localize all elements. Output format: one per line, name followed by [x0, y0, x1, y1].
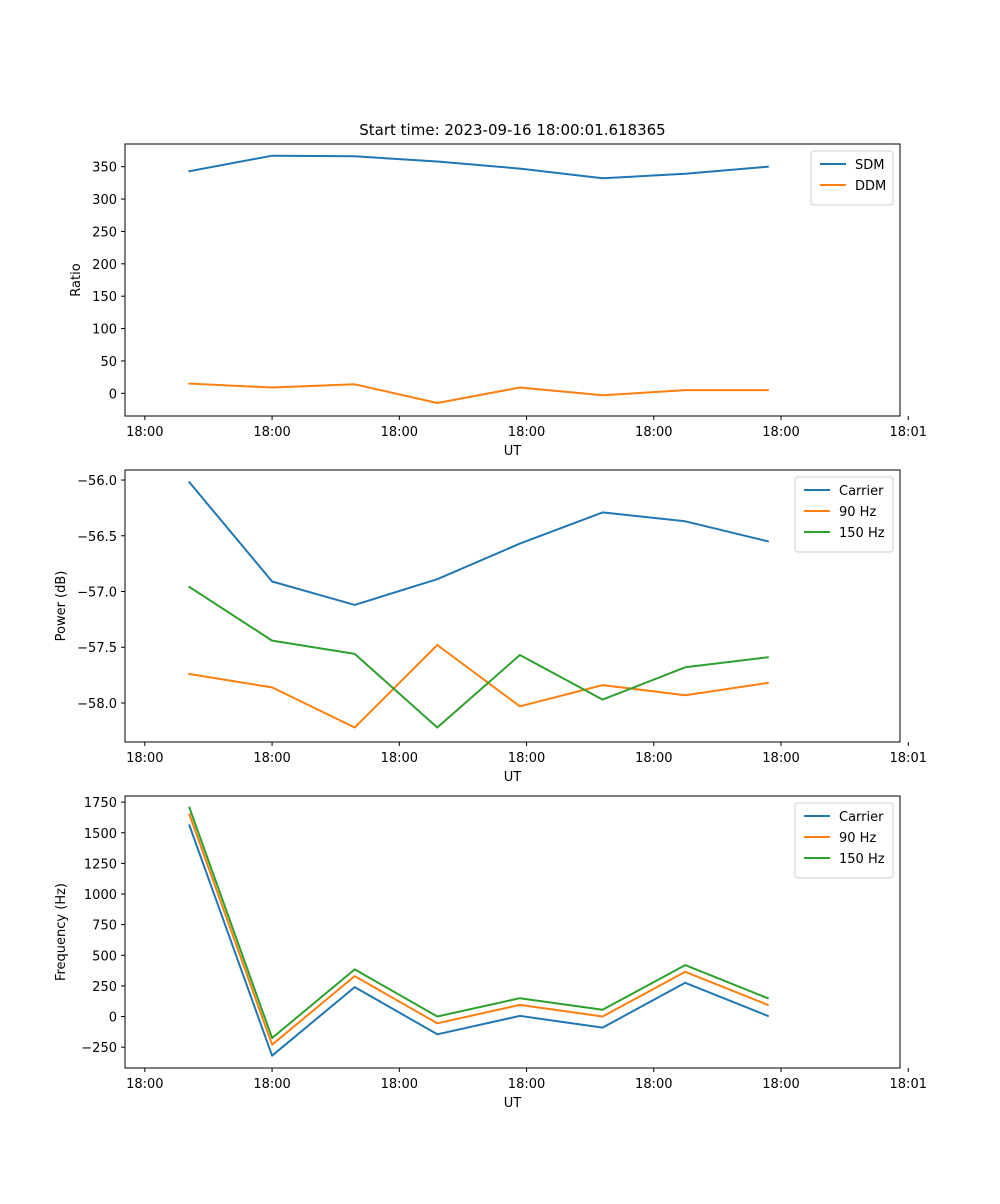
y-tick-label: 1250	[84, 857, 117, 872]
x-tick-label: 18:00	[381, 751, 418, 766]
series-line-150-hz	[188, 806, 770, 1039]
x-tick-label: 18:00	[635, 751, 672, 766]
x-tick-label: 18:01	[890, 425, 927, 440]
y-tick-label: 50	[100, 355, 117, 370]
x-axis-label: UT	[504, 770, 522, 785]
series-line-carrier	[187, 480, 770, 606]
legend-label: 90 Hz	[839, 831, 876, 846]
y-tick-label: −250	[81, 1041, 117, 1056]
x-tick-label: 18:00	[508, 751, 545, 766]
y-tick-label: −56.0	[77, 474, 117, 489]
x-tick-label: 18:00	[253, 1077, 290, 1092]
x-tick-label: 18:00	[508, 1077, 545, 1092]
x-tick-label: 18:00	[253, 751, 290, 766]
legend-label: 150 Hz	[839, 852, 885, 867]
y-tick-label: 500	[92, 949, 117, 964]
y-axis-label: Ratio	[69, 263, 84, 296]
x-tick-label: 18:00	[635, 1077, 672, 1092]
x-tick-label: 18:01	[890, 751, 927, 766]
legend-label: SDM	[855, 158, 884, 173]
x-axis-label: UT	[504, 444, 522, 459]
legend-label: DDM	[855, 179, 886, 194]
legend-label: Carrier	[839, 810, 884, 825]
x-tick-label: 18:01	[890, 1077, 927, 1092]
series-line-90-hz	[188, 813, 770, 1046]
y-tick-label: 0	[109, 387, 117, 402]
legend-label: 90 Hz	[839, 505, 876, 520]
axes-frame	[124, 143, 901, 417]
axes-frame	[124, 795, 901, 1069]
y-axis-label: Power (dB)	[54, 571, 69, 642]
series-line-ddm	[188, 382, 769, 404]
y-tick-label: 750	[92, 919, 117, 934]
y-tick-label: −57.0	[77, 586, 117, 601]
x-tick-label: 18:00	[126, 751, 163, 766]
legend	[794, 476, 894, 553]
x-axis-label: UT	[504, 1096, 522, 1111]
y-axis-label: Frequency (Hz)	[54, 883, 69, 981]
x-tick-label: 18:00	[381, 1077, 418, 1092]
x-tick-label: 18:00	[253, 425, 290, 440]
y-tick-label: 250	[92, 980, 117, 995]
x-tick-label: 18:00	[508, 425, 545, 440]
y-tick-label: 200	[92, 258, 117, 273]
series-line-150-hz	[188, 585, 769, 729]
chart-title: Start time: 2023-09-16 18:00:01.618365	[359, 121, 665, 139]
y-tick-label: 1500	[84, 827, 117, 842]
y-tick-label: 350	[92, 161, 117, 176]
x-tick-label: 18:00	[762, 1077, 799, 1092]
y-tick-label: 300	[92, 193, 117, 208]
y-tick-label: −56.5	[77, 530, 117, 545]
y-tick-label: 1750	[84, 796, 117, 811]
y-tick-label: 1000	[84, 888, 117, 903]
x-tick-label: 18:00	[762, 425, 799, 440]
y-tick-label: −58.0	[77, 697, 117, 712]
series-line-carrier	[188, 824, 770, 1057]
series-line-90-hz	[188, 644, 769, 729]
axes-frame	[124, 469, 901, 743]
legend-label: 150 Hz	[839, 526, 885, 541]
x-tick-label: 18:00	[635, 425, 672, 440]
legend-label: Carrier	[839, 484, 884, 499]
legend	[794, 802, 894, 879]
x-tick-label: 18:00	[762, 751, 799, 766]
y-tick-label: 0	[109, 1011, 117, 1026]
x-tick-label: 18:00	[126, 1077, 163, 1092]
y-tick-label: −57.5	[77, 641, 117, 656]
x-tick-label: 18:00	[381, 425, 418, 440]
series-line-sdm	[188, 154, 769, 180]
y-tick-label: 100	[92, 323, 117, 338]
y-tick-label: 250	[92, 225, 117, 240]
y-tick-label: 150	[92, 290, 117, 305]
x-tick-label: 18:00	[126, 425, 163, 440]
